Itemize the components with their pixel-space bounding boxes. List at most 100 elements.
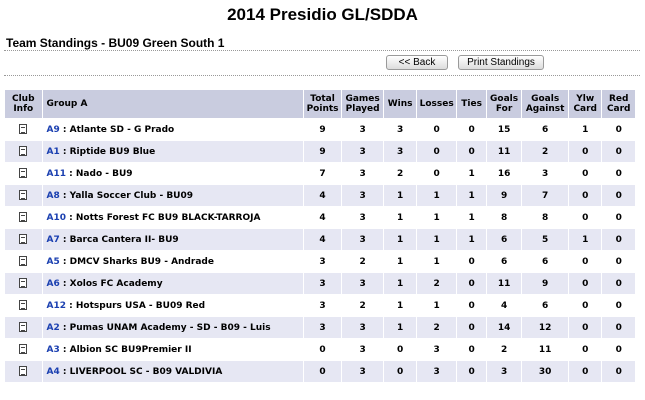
team-code-link[interactable]: A11 bbox=[46, 168, 67, 179]
goals-for-cell: 8 bbox=[486, 207, 522, 228]
team-separator: : bbox=[59, 124, 70, 135]
table-row: A1 : Riptide BU9 Blue 9 3 3 0 0 11 2 0 0 bbox=[5, 141, 635, 162]
team-name: Hotspurs USA - BU09 Red bbox=[75, 300, 206, 311]
team-cell: A12 : Hotspurs USA - BU09 Red bbox=[42, 295, 304, 316]
team-code-link[interactable]: A7 bbox=[46, 234, 60, 245]
games-played-cell: 3 bbox=[341, 339, 384, 360]
wins-cell: 1 bbox=[384, 185, 416, 206]
document-icon[interactable] bbox=[19, 234, 28, 245]
yellow-cards-cell: 0 bbox=[568, 295, 602, 316]
team-cell: A10 : Notts Forest FC BU9 BLACK-TARROJA bbox=[42, 207, 304, 228]
document-icon[interactable] bbox=[19, 322, 28, 333]
document-icon[interactable] bbox=[19, 344, 28, 355]
team-code-link[interactable]: A1 bbox=[46, 146, 60, 157]
goals-against-cell: 6 bbox=[522, 119, 568, 140]
team-code-link[interactable]: A2 bbox=[46, 322, 60, 333]
team-code-link[interactable]: A5 bbox=[46, 256, 60, 267]
red-cards-cell: 0 bbox=[602, 163, 635, 184]
team-name: LIVERPOOL SC - B09 VALDIVIA bbox=[69, 366, 223, 377]
header-group[interactable]: Group A bbox=[42, 90, 304, 118]
total-points-cell: 3 bbox=[304, 317, 341, 338]
games-played-cell: 3 bbox=[341, 207, 384, 228]
team-code-link[interactable]: A12 bbox=[46, 300, 67, 311]
team-code-link[interactable]: A9 bbox=[46, 124, 60, 135]
divider bbox=[4, 75, 640, 76]
team-cell: A2 : Pumas UNAM Academy - SD - B09 - Lui… bbox=[42, 317, 304, 338]
team-name: Pumas UNAM Academy - SD - B09 - Luis bbox=[69, 322, 271, 333]
yellow-cards-cell: 0 bbox=[568, 339, 602, 360]
yellow-cards-cell: 0 bbox=[568, 273, 602, 294]
team-cell: A3 : Albion SC BU9Premier II bbox=[42, 339, 304, 360]
total-points-cell: 0 bbox=[304, 361, 341, 382]
table-row: A12 : Hotspurs USA - BU09 Red 3 2 1 1 0 4 6 0 0 bbox=[5, 295, 635, 316]
goals-for-cell: 4 bbox=[486, 295, 522, 316]
team-code-link[interactable]: A10 bbox=[46, 212, 67, 223]
goals-for-cell: 9 bbox=[486, 185, 522, 206]
red-cards-cell: 0 bbox=[602, 295, 635, 316]
yellow-cards-cell: 0 bbox=[568, 251, 602, 272]
document-icon[interactable] bbox=[19, 256, 28, 267]
yellow-cards-cell: 0 bbox=[568, 141, 602, 162]
total-points-cell: 3 bbox=[304, 251, 341, 272]
losses-cell: 1 bbox=[416, 229, 457, 250]
ties-cell: 0 bbox=[457, 141, 486, 162]
team-name: Barca Cantera II- BU9 bbox=[69, 234, 179, 245]
red-cards-cell: 0 bbox=[602, 317, 635, 338]
ties-cell: 0 bbox=[457, 295, 486, 316]
club-info-cell bbox=[5, 251, 42, 272]
header-club-info: Club Info bbox=[5, 90, 42, 118]
team-separator: : bbox=[66, 212, 76, 223]
red-cards-cell: 0 bbox=[602, 185, 635, 206]
table-row: A3 : Albion SC BU9Premier II 0 3 0 3 0 2 11 0 0 bbox=[5, 339, 635, 360]
games-played-cell: 3 bbox=[341, 361, 384, 382]
total-points-cell: 9 bbox=[304, 141, 341, 162]
document-icon[interactable] bbox=[19, 300, 28, 311]
goals-against-cell: 2 bbox=[522, 141, 568, 162]
goals-against-cell: 3 bbox=[522, 163, 568, 184]
document-icon[interactable] bbox=[19, 168, 28, 179]
document-icon[interactable] bbox=[19, 124, 28, 135]
team-code-link[interactable]: A4 bbox=[46, 366, 60, 377]
losses-cell: 3 bbox=[416, 339, 457, 360]
print-standings-button[interactable]: Print Standings bbox=[458, 55, 544, 70]
divider bbox=[4, 50, 640, 51]
yellow-cards-cell: 0 bbox=[568, 185, 602, 206]
back-button[interactable]: << Back bbox=[386, 55, 448, 70]
games-played-cell: 3 bbox=[341, 141, 384, 162]
goals-against-cell: 6 bbox=[522, 295, 568, 316]
goals-for-cell: 14 bbox=[486, 317, 522, 338]
yellow-cards-cell: 0 bbox=[568, 317, 602, 338]
header-total-points: Total Points bbox=[304, 90, 341, 118]
losses-cell: 2 bbox=[416, 273, 457, 294]
club-info-cell bbox=[5, 229, 42, 250]
ties-cell: 0 bbox=[457, 361, 486, 382]
club-info-cell bbox=[5, 163, 42, 184]
team-separator: : bbox=[59, 256, 70, 267]
red-cards-cell: 0 bbox=[602, 207, 635, 228]
table-row: A8 : Yalla Soccer Club - BU09 4 3 1 1 1 9 7 0 0 bbox=[5, 185, 635, 206]
ties-cell: 1 bbox=[457, 229, 486, 250]
team-code-link[interactable]: A8 bbox=[46, 190, 60, 201]
document-icon[interactable] bbox=[19, 278, 28, 289]
standings-table: Club Info Group A Total Points Games Played… bbox=[4, 89, 636, 383]
goals-against-cell: 30 bbox=[522, 361, 568, 382]
team-code-link[interactable]: A6 bbox=[46, 278, 60, 289]
document-icon[interactable] bbox=[19, 366, 28, 377]
total-points-cell: 0 bbox=[304, 339, 341, 360]
team-code-link[interactable]: A3 bbox=[46, 344, 60, 355]
document-icon[interactable] bbox=[19, 212, 28, 223]
team-name: Nado - BU9 bbox=[75, 168, 133, 179]
team-name: Albion SC BU9Premier II bbox=[69, 344, 192, 355]
ties-cell: 0 bbox=[457, 339, 486, 360]
goals-against-cell: 9 bbox=[522, 273, 568, 294]
document-icon[interactable] bbox=[19, 146, 28, 157]
losses-cell: 3 bbox=[416, 361, 457, 382]
goals-for-cell: 2 bbox=[486, 339, 522, 360]
wins-cell: 1 bbox=[384, 251, 416, 272]
wins-cell: 1 bbox=[384, 295, 416, 316]
document-icon[interactable] bbox=[19, 190, 28, 201]
wins-cell: 2 bbox=[384, 163, 416, 184]
club-info-cell bbox=[5, 295, 42, 316]
table-row: A6 : Xolos FC Academy 3 3 1 2 0 11 9 0 0 bbox=[5, 273, 635, 294]
